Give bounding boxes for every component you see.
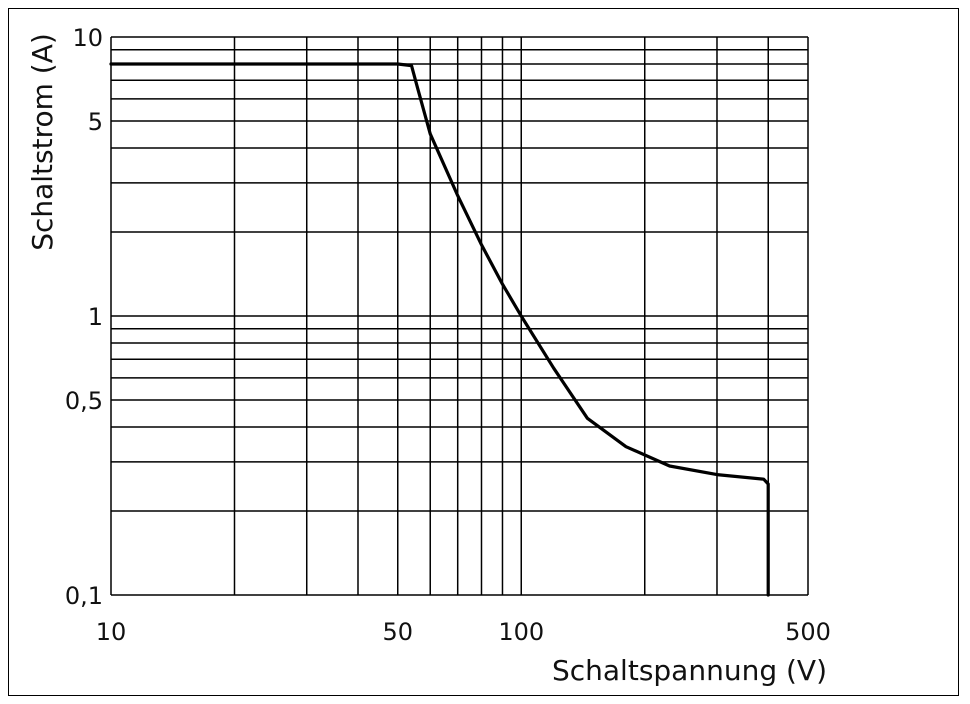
- y-tick-label: 5: [88, 108, 103, 136]
- x-tick-label: 50: [382, 618, 413, 646]
- x-axis-label: Schaltspannung (V): [552, 654, 827, 687]
- y-tick-label: 10: [72, 24, 103, 52]
- x-tick-labels: 10 50 100 500: [96, 618, 831, 646]
- x-tick-label: 500: [785, 618, 831, 646]
- grid-lines: [110, 36, 809, 596]
- y-axis-label: Schaltstrom (A): [26, 33, 59, 251]
- y-tick-label: 0,1: [65, 582, 103, 610]
- series-line: [109, 62, 770, 597]
- series-layer: [109, 62, 770, 597]
- y-tick-label: 1: [88, 303, 103, 331]
- x-tick-label: 10: [96, 618, 127, 646]
- x-tick-label: 100: [498, 618, 544, 646]
- y-tick-label: 0,5: [65, 387, 103, 415]
- chart-frame: [8, 8, 959, 696]
- y-tick-labels: 10 5 1 0,5 0,1: [65, 24, 103, 610]
